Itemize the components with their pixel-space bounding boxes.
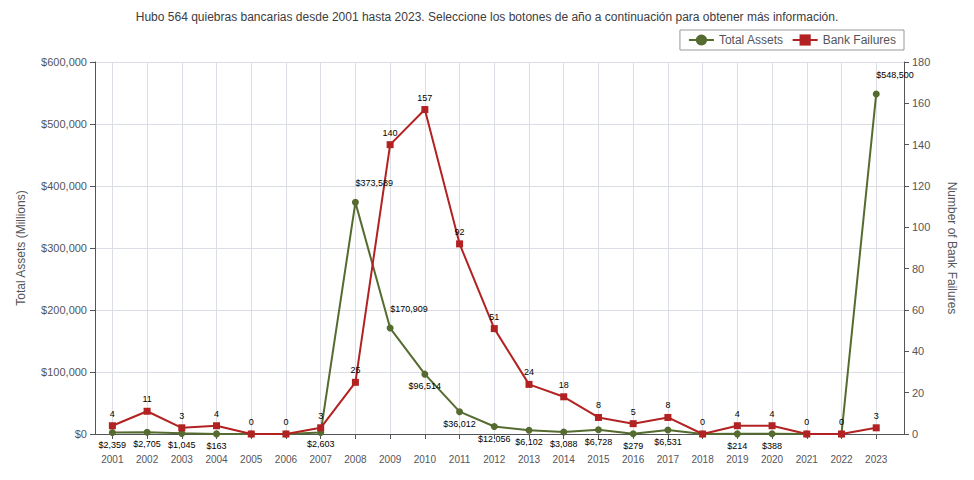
svg-text:2022: 2022 (830, 454, 853, 465)
svg-text:$36,012: $36,012 (443, 419, 476, 429)
svg-text:2019: 2019 (726, 454, 749, 465)
svg-text:140: 140 (383, 128, 398, 138)
svg-text:2021: 2021 (796, 454, 819, 465)
svg-text:$6,531: $6,531 (654, 437, 682, 447)
svg-text:4: 4 (214, 409, 219, 419)
svg-text:5: 5 (631, 407, 636, 417)
svg-text:120: 120 (912, 180, 930, 192)
svg-text:11: 11 (142, 394, 151, 404)
svg-text:160: 160 (912, 97, 930, 109)
svg-text:2023: 2023 (865, 454, 888, 465)
svg-text:8: 8 (596, 400, 601, 410)
svg-text:$600,000: $600,000 (41, 56, 87, 68)
svg-text:Number of Bank Failures: Number of Bank Failures (945, 182, 959, 315)
svg-text:3: 3 (179, 411, 184, 421)
svg-text:2012: 2012 (483, 454, 506, 465)
svg-text:$214: $214 (727, 441, 747, 451)
svg-text:2015: 2015 (587, 454, 610, 465)
svg-text:Total Assets (Millions): Total Assets (Millions) (14, 190, 28, 305)
svg-text:0: 0 (283, 417, 288, 427)
svg-text:2002: 2002 (136, 454, 159, 465)
svg-text:2005: 2005 (240, 454, 263, 465)
svg-text:$373,589: $373,589 (355, 178, 393, 188)
svg-text:$300,000: $300,000 (41, 242, 87, 254)
svg-text:$548,500: $548,500 (876, 70, 914, 80)
svg-text:$500,000: $500,000 (41, 118, 87, 130)
svg-text:2011: 2011 (449, 454, 471, 465)
svg-text:24: 24 (524, 367, 534, 377)
svg-text:2004: 2004 (205, 454, 228, 465)
svg-text:Total Assets: Total Assets (719, 33, 783, 47)
svg-text:2016: 2016 (622, 454, 645, 465)
svg-text:2013: 2013 (518, 454, 541, 465)
svg-text:18: 18 (559, 380, 569, 390)
svg-text:2008: 2008 (344, 454, 367, 465)
svg-text:Bank Failures: Bank Failures (823, 33, 896, 47)
svg-text:20: 20 (912, 387, 924, 399)
svg-text:140: 140 (912, 139, 930, 151)
svg-text:0: 0 (804, 417, 809, 427)
svg-text:$2,705: $2,705 (133, 439, 161, 449)
svg-text:3: 3 (874, 411, 879, 421)
svg-text:2017: 2017 (657, 454, 680, 465)
svg-text:2014: 2014 (553, 454, 576, 465)
svg-text:2003: 2003 (171, 454, 194, 465)
svg-text:2009: 2009 (379, 454, 402, 465)
svg-text:51: 51 (489, 312, 499, 322)
svg-text:$170,909: $170,909 (390, 304, 428, 314)
svg-text:0: 0 (839, 417, 844, 427)
svg-text:$2,603: $2,603 (307, 439, 335, 449)
svg-text:2020: 2020 (761, 454, 784, 465)
svg-text:2006: 2006 (275, 454, 298, 465)
svg-text:3: 3 (318, 411, 323, 421)
svg-text:25: 25 (350, 365, 360, 375)
svg-text:60: 60 (912, 304, 924, 316)
svg-text:Hubo 564 quiebras bancarias de: Hubo 564 quiebras bancarias desde 2001 h… (136, 10, 838, 24)
svg-text:$12,056: $12,056 (478, 434, 511, 444)
svg-text:100: 100 (912, 221, 930, 233)
svg-text:80: 80 (912, 263, 924, 275)
svg-text:2018: 2018 (691, 454, 714, 465)
svg-text:$1,045: $1,045 (168, 440, 196, 450)
svg-text:$388: $388 (762, 441, 782, 451)
svg-text:180: 180 (912, 56, 930, 68)
svg-text:$163: $163 (207, 441, 227, 451)
svg-text:$2,359: $2,359 (99, 440, 127, 450)
svg-text:$3,088: $3,088 (550, 439, 578, 449)
svg-text:8: 8 (665, 400, 670, 410)
svg-text:4: 4 (110, 409, 115, 419)
svg-text:$400,000: $400,000 (41, 180, 87, 192)
svg-text:$200,000: $200,000 (41, 304, 87, 316)
svg-text:2010: 2010 (414, 454, 437, 465)
svg-text:$100,000: $100,000 (41, 366, 87, 378)
svg-text:$96,514: $96,514 (409, 381, 442, 391)
svg-text:0: 0 (912, 428, 918, 440)
svg-text:92: 92 (455, 227, 465, 237)
svg-text:157: 157 (417, 93, 432, 103)
svg-text:$279: $279 (623, 441, 643, 451)
svg-text:$6,728: $6,728 (585, 437, 613, 447)
svg-text:2001: 2001 (101, 454, 124, 465)
svg-text:0: 0 (700, 417, 705, 427)
svg-text:2007: 2007 (310, 454, 333, 465)
svg-text:40: 40 (912, 345, 924, 357)
svg-text:$0: $0 (75, 428, 87, 440)
svg-text:4: 4 (735, 409, 740, 419)
svg-text:4: 4 (770, 409, 775, 419)
svg-text:$6,102: $6,102 (515, 437, 543, 447)
svg-text:0: 0 (249, 417, 254, 427)
